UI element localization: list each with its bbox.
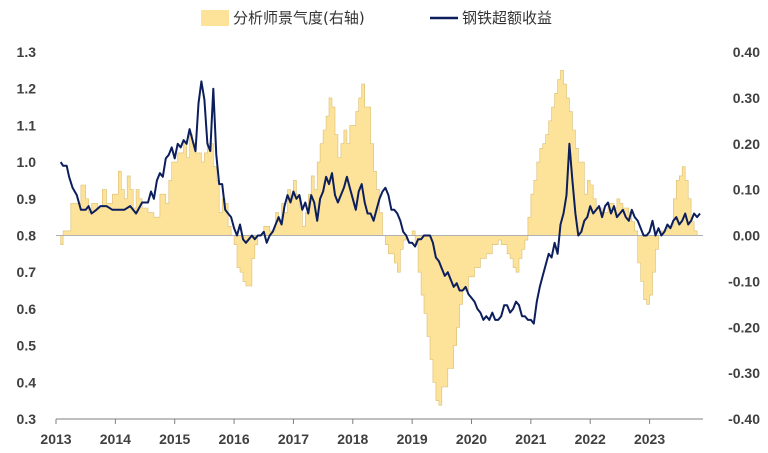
left-y-tick-label: 0.4	[17, 374, 37, 390]
right-y-tick-label: 0.40	[733, 44, 760, 60]
x-tick-label: 2022	[575, 431, 606, 447]
series-area-analyst-sentiment	[60, 70, 698, 406]
x-tick-label: 2017	[278, 431, 309, 447]
legend-label-area: 分析师景气度(右轴)	[233, 9, 365, 27]
left-y-tick-label: 1.1	[17, 117, 37, 133]
right-y-tick-label: -0.10	[728, 273, 760, 289]
right-y-tick-label: -0.40	[728, 411, 760, 427]
left-y-tick-label: 1.0	[17, 154, 37, 170]
left-y-tick-label: 0.5	[17, 338, 37, 354]
left-y-tick-label: 1.2	[17, 81, 37, 97]
legend-swatch-area	[201, 10, 229, 26]
x-tick-label: 2019	[397, 431, 428, 447]
x-tick-label: 2021	[515, 431, 546, 447]
right-y-tick-label: 0.10	[733, 182, 760, 198]
right-y-tick-label: 0.00	[733, 228, 760, 244]
right-y-axis: 0.40 0.30 0.20 0.10 0.00 -0.10 -0.20 -0.30 -0.40	[728, 44, 760, 427]
x-tick-label: 2013	[40, 431, 71, 447]
left-y-tick-label: 1.3	[17, 44, 37, 60]
left-y-tick-label: 0.9	[17, 191, 37, 207]
right-y-tick-label: 0.20	[733, 136, 760, 152]
legend: 分析师景气度(右轴) 钢铁超额收益	[201, 9, 552, 27]
left-y-tick-label: 0.7	[17, 264, 37, 280]
left-y-axis: 0.3 0.4 0.5 0.6 0.7 0.8 0.9 1.0 1.1 1.2 1.3	[17, 44, 37, 427]
left-y-tick-label: 0.3	[17, 411, 37, 427]
legend-label-line: 钢铁超额收益	[462, 9, 552, 27]
x-axis: 2013 2014 2015 2016 2017 2018 2019 2020 2021 2022…	[40, 418, 703, 447]
series-line-steel-excess-return	[59, 80, 701, 325]
x-tick-label: 2015	[159, 431, 190, 447]
x-tick-label: 2020	[456, 431, 487, 447]
right-y-tick-label: -0.30	[728, 365, 760, 381]
plot-area	[56, 70, 703, 406]
x-tick-label: 2016	[218, 431, 249, 447]
right-y-tick-label: 0.30	[733, 90, 760, 106]
left-y-tick-label: 0.6	[17, 301, 37, 317]
x-tick-label: 2023	[634, 431, 665, 447]
x-tick-label: 2018	[337, 431, 368, 447]
x-tick-label: 2014	[100, 431, 131, 447]
right-y-tick-label: -0.20	[728, 319, 760, 335]
left-y-tick-label: 0.8	[17, 228, 37, 244]
